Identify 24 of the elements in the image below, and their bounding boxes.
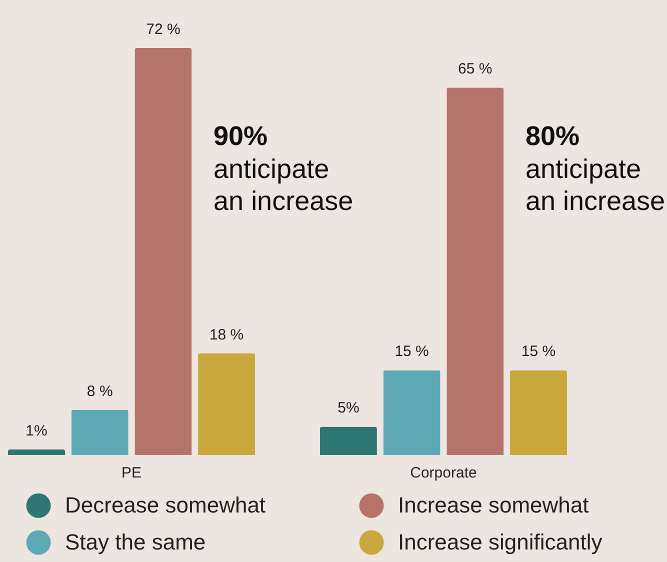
data-label: 15 % [521, 343, 556, 360]
text: 90% anticipate an increase [214, 121, 354, 216]
bar [198, 353, 256, 455]
legend-label: Decrease somewhat [65, 492, 266, 518]
text: 80% anticipate an increase [525, 121, 666, 216]
legend-label: Increase significantly [398, 530, 602, 554]
x-tick-label: PE [122, 464, 142, 482]
data-label: 1% [26, 422, 48, 440]
bar [446, 88, 504, 455]
bar [510, 370, 567, 455]
data-label: 8 % [86, 382, 113, 400]
legend-label: Stay the same [65, 530, 206, 554]
data-label: 5% [338, 400, 360, 417]
x-tick-label: Corporate [410, 464, 477, 482]
legend-label: Increase somewhat [398, 492, 589, 518]
data-label: 15 % [394, 343, 429, 360]
data-label: 72 % [146, 21, 180, 38]
bar [383, 370, 440, 455]
bar [134, 48, 192, 455]
data-label: 65 % [458, 60, 492, 78]
data-label: 18 % [209, 326, 244, 344]
bar [320, 426, 377, 455]
bar [8, 449, 66, 455]
bar [71, 410, 128, 455]
